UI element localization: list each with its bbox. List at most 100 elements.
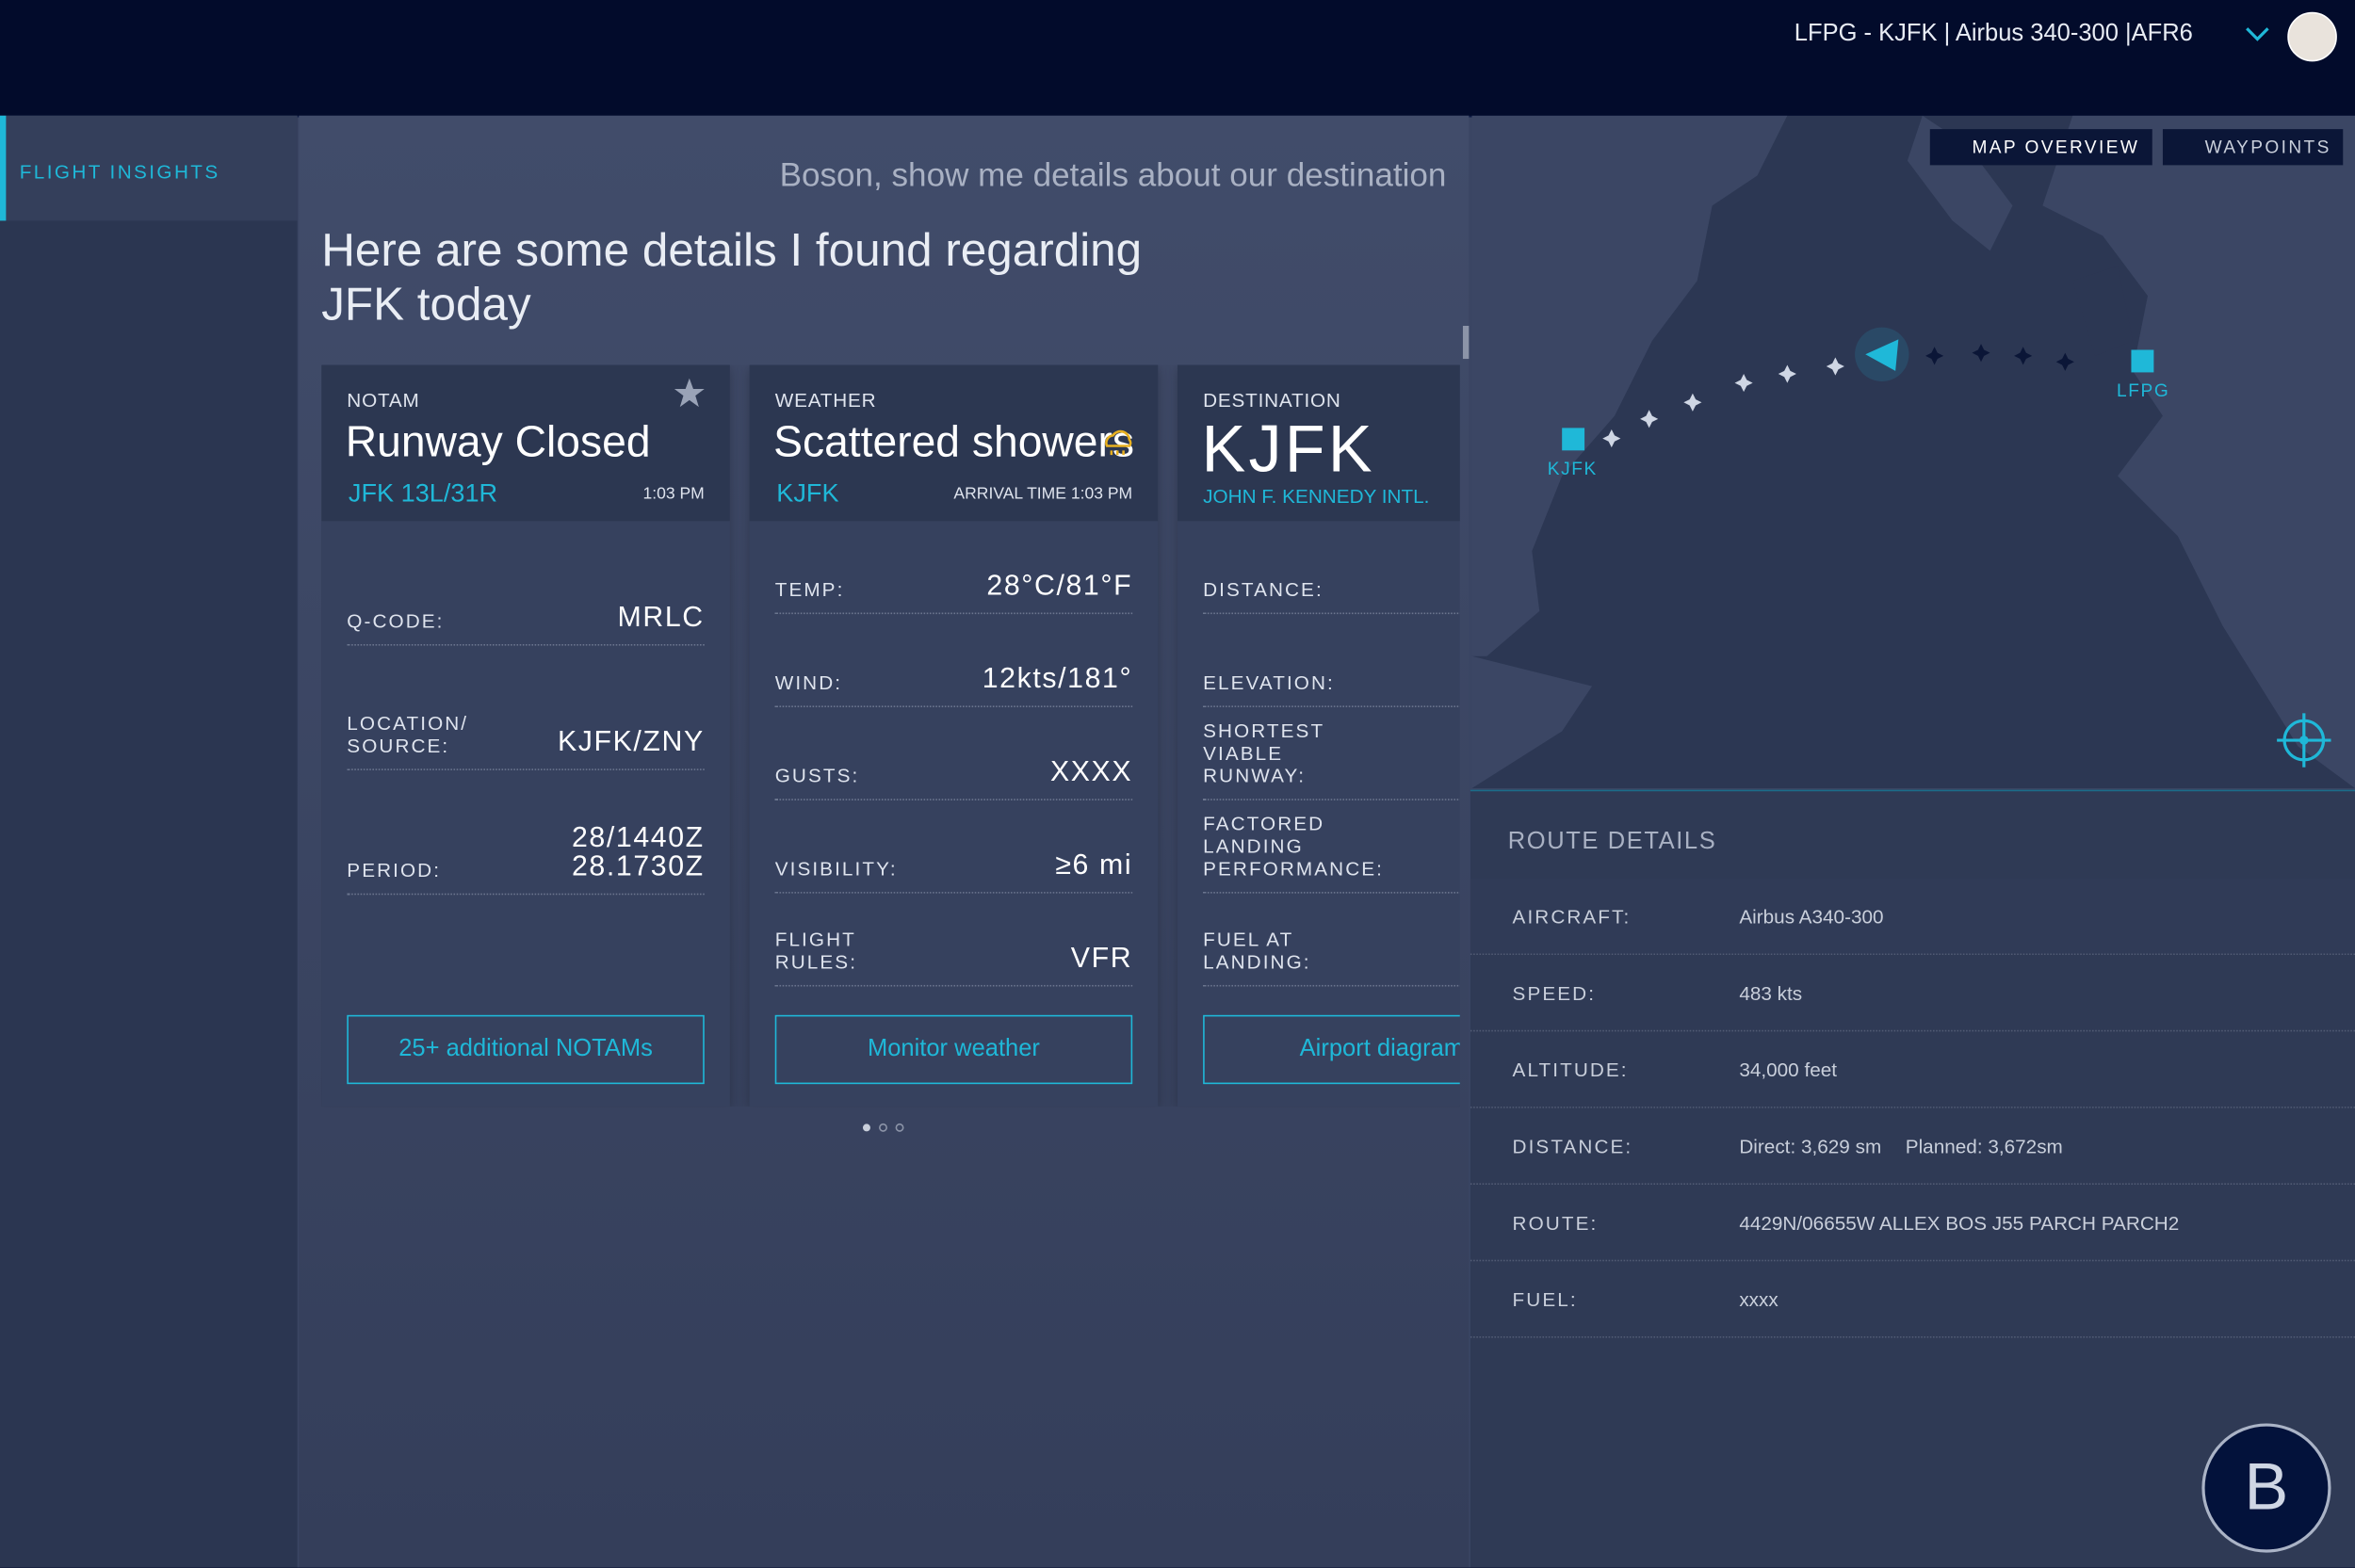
route-value: 483 kts: [1739, 981, 1826, 1004]
row-value: ≥6 mi: [1055, 849, 1133, 881]
sidebar: FLIGHT INSIGHTS: [0, 115, 298, 1568]
row-label: LOCATION/ SOURCE:: [347, 711, 469, 757]
map-label: KJFK: [1548, 460, 1598, 479]
assistant-answer: Here are some details I found regarding …: [321, 223, 1143, 331]
route-value: Direct: 3,629 sm Planned: 3,672sm: [1739, 1135, 2087, 1157]
route-row: FUEL: xxxx: [1470, 1259, 2355, 1336]
route-value-part: xxxx: [1739, 1287, 1778, 1311]
card-category: NOTAM: [347, 388, 420, 412]
card: WEATHER Scattered showers KJFK ARRIVAL TIME…: [749, 364, 1159, 1107]
card-title: KJFK: [1201, 412, 1375, 487]
row-label: DISTANCE:: [1203, 577, 1324, 601]
card-time: 1:03 PM: [642, 484, 705, 504]
pager[interactable]: [862, 1122, 910, 1134]
route-row: DISTANCE: Direct: 3,629 sm Planned: 3,672s…: [1470, 1107, 2355, 1183]
card-title: Scattered showers: [773, 418, 1135, 467]
row-label: VISIBILITY:: [774, 857, 898, 881]
route-label: ROUTE:: [1512, 1210, 1599, 1234]
route-value: 34,000 feet: [1739, 1058, 1860, 1080]
data-row: FUEL AT LANDING:X: [1203, 894, 1460, 987]
data-row: DISTANCE:: [1203, 521, 1460, 615]
waypoints-button[interactable]: WAYPOINTS: [2162, 129, 2344, 166]
data-row: LOCATION/ SOURCE: KJFK/ZNY: [347, 646, 705, 770]
card-header: NOTAM Runway Closed JFK 13L/31R 1:03 PM: [321, 364, 730, 522]
data-row: VISIBILITY: ≥6 mi: [774, 800, 1133, 894]
route-details: ROUTE DETAILS AIRCRAFT: Airbus A340-300 SP…: [1470, 789, 2355, 1568]
route-label: DISTANCE:: [1512, 1134, 1633, 1157]
row-value: 28°C/81°F: [986, 570, 1133, 603]
row-value: KJFK/ZNY: [557, 726, 705, 759]
route-value: xxxx: [1739, 1287, 1802, 1310]
card-button[interactable]: Monitor weather: [774, 1014, 1133, 1085]
route-row: SPEED: 483 kts: [1470, 953, 2355, 1029]
data-row: ELEVATION:: [1203, 614, 1460, 707]
data-row: TEMP: 28°C/81°F: [774, 521, 1133, 615]
user-query: Boson, show me details about our destina…: [779, 155, 1447, 194]
data-row: FLIGHT RULES: VFR: [774, 894, 1133, 987]
route-row: ALTITUDE: 34,000 feet: [1470, 1029, 2355, 1107]
weather-icon: [1105, 429, 1132, 456]
data-row: PERIOD: 28/1440Z 28.1730Z: [347, 770, 705, 896]
row-label: PERIOD:: [347, 858, 442, 881]
route-label: SPEED:: [1512, 980, 1597, 1004]
scrollbar[interactable]: [1462, 325, 1470, 360]
avatar[interactable]: [2287, 11, 2337, 62]
row-label: Q-CODE:: [347, 609, 445, 633]
route-label: ALTITUDE:: [1512, 1058, 1629, 1081]
route-row: AIRCRAFT: Airbus A340-300: [1470, 878, 2355, 954]
row-value: 12kts/181°: [982, 663, 1133, 696]
nav-item[interactable]: FLIGHT INSIGHTS: [0, 115, 298, 221]
row-value: MRLC: [617, 602, 705, 634]
card-button[interactable]: Airport diagram: [1203, 1014, 1460, 1085]
row-label: TEMP:: [774, 577, 845, 601]
map-label: LFPG: [2117, 381, 2169, 401]
row-label: WIND:: [774, 671, 843, 694]
card-category: DESTINATION: [1203, 388, 1341, 412]
main-panel: Boson, show me details about our destina…: [299, 115, 1470, 1568]
route-value-part: Direct: 3,629 sm: [1739, 1134, 1882, 1157]
row-label: SHORTEST VIABLE RUNWAY:: [1203, 719, 1324, 787]
row-value: XXXX: [1049, 756, 1133, 789]
card-title: Runway Closed: [345, 418, 651, 467]
map-overview-button[interactable]: MAP OVERVIEW: [1929, 129, 2152, 166]
row-value: VFR: [1070, 943, 1133, 975]
route-label: FUEL:: [1512, 1287, 1578, 1311]
card-rows: DISTANCE: ELEVATION: SHORTEST VIABLE RUNWA…: [1203, 521, 1460, 987]
card-rows: TEMP: 28°C/81°F WIND: 12kts/181° GUSTS: XXXX V…: [774, 521, 1133, 987]
row-label: ELEVATION:: [1203, 671, 1335, 694]
route-value: Airbus A340-300: [1739, 905, 1908, 928]
assistant-button[interactable]: B: [2201, 1423, 2331, 1553]
route-value-part: 4429N/06655W ALLEX BOS J55 PARCH PARCH2: [1739, 1210, 2180, 1234]
data-row: FACTORED LANDING PERFORMANCE:220: [1203, 800, 1460, 894]
card-rows: Q-CODE: MRLC LOCATION/ SOURCE: KJFK/ZNY PERI…: [347, 521, 705, 896]
row-label: FACTORED LANDING PERFORMANCE:: [1203, 812, 1384, 881]
route-value: 4429N/06655W ALLEX BOS J55 PARCH PARCH2: [1739, 1211, 2202, 1234]
card: DESTINATION KJFK JOHN F. KENNEDY INTL. DIST…: [1178, 364, 1460, 1107]
route-rows: AIRCRAFT: Airbus A340-300 SPEED: 483 kts ALT…: [1470, 878, 2355, 1414]
favorite-icon[interactable]: [673, 377, 706, 410]
section-title: ROUTE DETAILS: [1507, 829, 1717, 855]
card-time: ARRIVAL TIME 1:03 PM: [953, 484, 1133, 504]
dropdown[interactable]: [2244, 24, 2271, 45]
data-row: Q-CODE: MRLC: [347, 521, 705, 646]
map[interactable]: KJFK LFPG: [1471, 115, 2355, 789]
card: NOTAM Runway Closed JFK 13L/31R 1:03 PM Q-CO…: [321, 364, 730, 1107]
flight-info[interactable]: LFPG - KJFK | Airbus 340-300 |AFR6: [1794, 21, 2193, 47]
row-label: GUSTS:: [774, 764, 860, 787]
row-label: FUEL AT LANDING:: [1203, 928, 1311, 974]
route-value-part: 34,000 feet: [1739, 1058, 1838, 1081]
data-row: GUSTS: XXXX: [774, 707, 1133, 800]
cards: NOTAM Runway Closed JFK 13L/31R 1:03 PM Q-CO…: [321, 364, 1460, 1107]
card-button[interactable]: 25+ additional NOTAMs: [347, 1014, 705, 1085]
route-value-part: Planned: 3,672sm: [1905, 1134, 2063, 1157]
card-subtitle: JFK 13L/31R: [348, 478, 498, 508]
route-label: AIRCRAFT:: [1512, 904, 1632, 928]
route-row: ROUTE: 4429N/06655W ALLEX BOS J55 PARCH P…: [1470, 1183, 2355, 1259]
card-header: DESTINATION KJFK JOHN F. KENNEDY INTL.: [1178, 364, 1460, 522]
data-row: WIND: 12kts/181°: [774, 614, 1133, 707]
header: LFPG - KJFK | Airbus 340-300 |AFR6: [0, 0, 2355, 118]
route-value-part: Airbus A340-300: [1739, 904, 1884, 928]
card-subtitle: JOHN F. KENNEDY INTL.: [1203, 484, 1430, 508]
